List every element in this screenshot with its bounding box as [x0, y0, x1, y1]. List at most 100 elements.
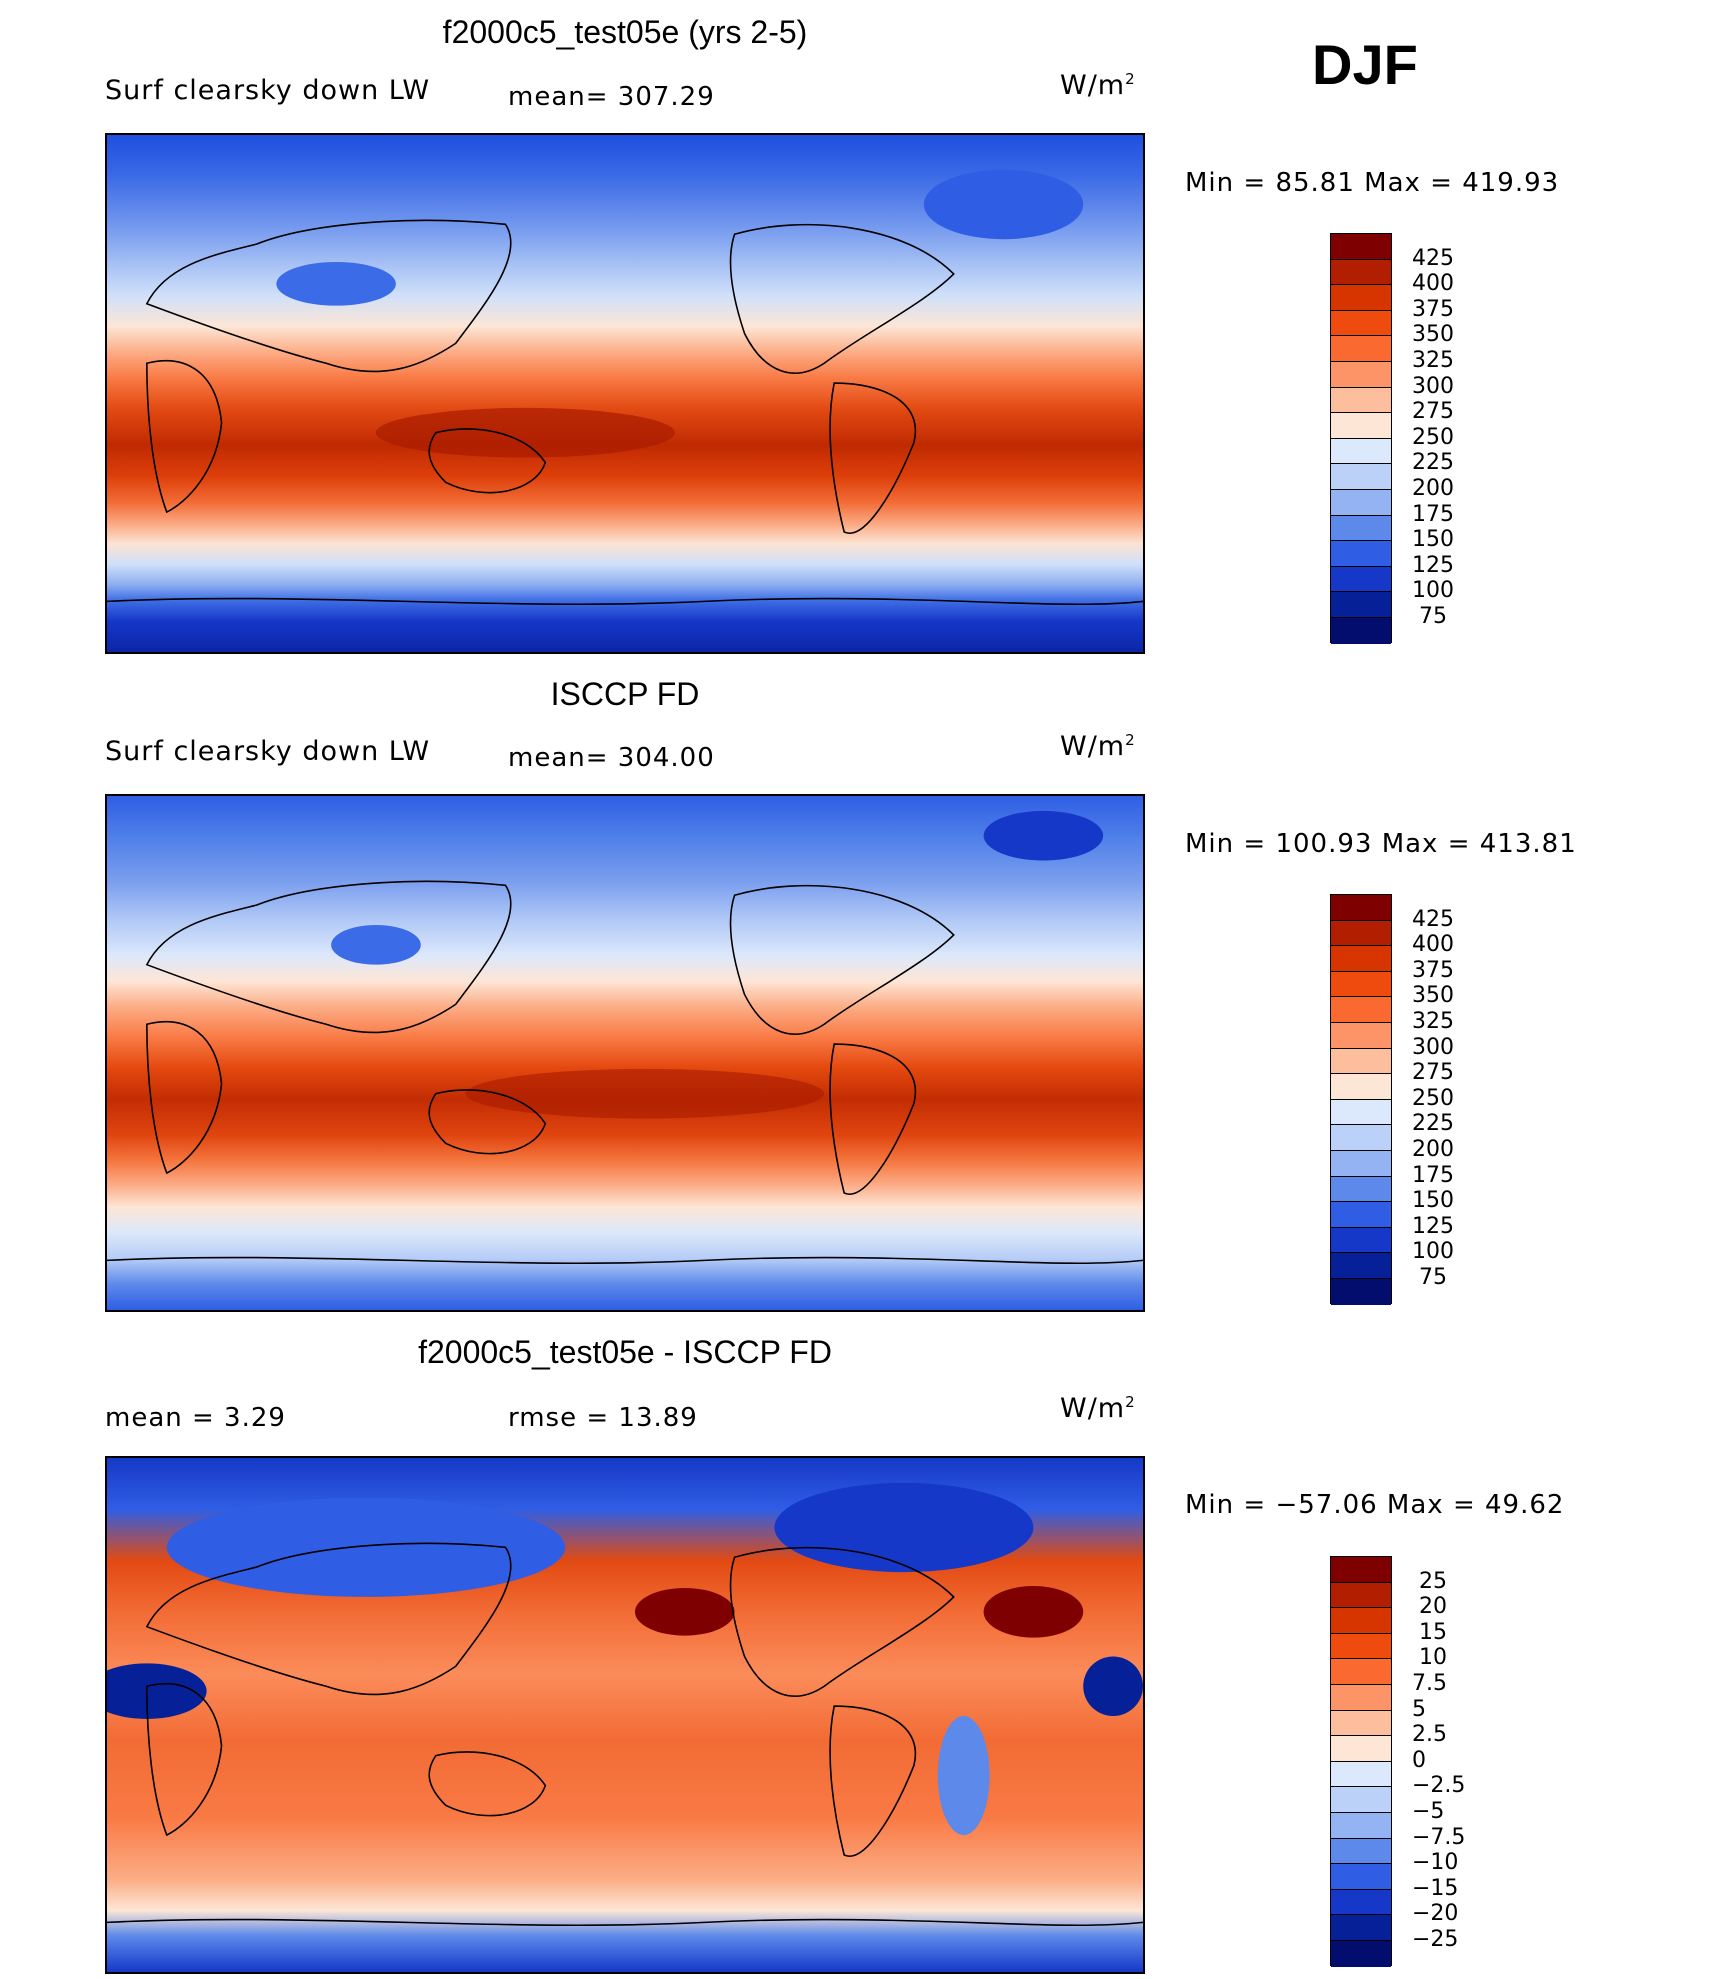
colorbar-swatch [1331, 1099, 1391, 1126]
panel3-atlantic-west-min [1083, 1656, 1143, 1716]
colorbar-tick-label: 425 [1412, 245, 1454, 271]
colorbar-swatch [1331, 387, 1391, 414]
colorbar-tick-label: 275 [1412, 1060, 1454, 1086]
colorbar-swatch [1331, 285, 1391, 311]
colorbar-swatch [1331, 489, 1391, 516]
colorbar-swatch [1331, 413, 1391, 439]
colorbar-tick-label: 5 [1412, 1696, 1426, 1722]
panel3-namerica-cold [774, 1482, 1034, 1573]
colorbar-tick-label: 325 [1412, 348, 1454, 373]
panel2-title: ISCCP FD [550, 676, 700, 712]
colorbar-swatch [1331, 566, 1391, 593]
colorbar-swatch [1331, 1838, 1391, 1865]
colorbar-tick-label: 300 [1412, 373, 1454, 399]
panel2-map-canvas [107, 796, 1143, 1310]
panel1-minmax: Min = 85.81 Max = 419.93 [1185, 168, 1560, 198]
colorbar-swatch [1331, 1608, 1391, 1634]
colorbar-tick-label: 100 [1412, 1239, 1454, 1265]
colorbar-swatch [1331, 1074, 1391, 1100]
colorbar-tick-label: 15 [1419, 1619, 1447, 1645]
colorbar-swatch [1331, 1582, 1391, 1609]
colorbar-swatch [1331, 1227, 1391, 1254]
panel1-greenland-cold [923, 169, 1084, 240]
panel2-map [105, 794, 1145, 1312]
panel3-atlantic-east-min [107, 1663, 207, 1719]
colorbar-swatch [1331, 1202, 1391, 1228]
panel3-rmse: rmse = 13.89 [508, 1403, 698, 1433]
colorbar-swatch [1331, 920, 1391, 947]
colorbar-swatch [1331, 617, 1391, 644]
panel3-map [105, 1456, 1145, 1974]
panel1-map [105, 133, 1145, 654]
panel2-colorbar [1330, 894, 1392, 1305]
colorbar-tick-label: 200 [1412, 1137, 1454, 1162]
colorbar-tick-label: 10 [1419, 1645, 1447, 1671]
colorbar-tick-label: −7.5 [1412, 1824, 1466, 1850]
panel3-map-canvas [107, 1458, 1143, 1972]
panel2-minmax: Min = 100.93 Max = 413.81 [1185, 829, 1577, 859]
panel1-warm-pool [375, 407, 675, 458]
colorbar-tick-label: 125 [1412, 552, 1454, 578]
colorbar-tick-label: 2.5 [1412, 1722, 1447, 1748]
colorbar-tick-label: 300 [1412, 1034, 1454, 1060]
panel2-field [107, 796, 1143, 1310]
colorbar-tick-label: 25 [1419, 1568, 1447, 1594]
colorbar-swatch [1331, 1659, 1391, 1685]
colorbar-swatch [1331, 592, 1391, 618]
colorbar-tick-label: 250 [1412, 424, 1454, 450]
colorbar-swatch [1331, 1684, 1391, 1711]
panel1-colorbar [1330, 233, 1392, 644]
colorbar-tick-label: 325 [1412, 1009, 1454, 1034]
colorbar-tick-label: 375 [1412, 957, 1454, 983]
colorbar-swatch [1331, 997, 1391, 1023]
panel3-mean: mean = 3.29 [105, 1403, 286, 1433]
colorbar-swatch [1331, 1253, 1391, 1279]
colorbar-tick-label: 125 [1412, 1213, 1454, 1239]
colorbar-swatch [1331, 1278, 1391, 1305]
colorbar-swatch [1331, 361, 1391, 388]
season-label: DJF [1312, 33, 1418, 96]
colorbar-swatch [1331, 1761, 1391, 1788]
panel1-asia-cold [276, 262, 396, 306]
colorbar-swatch [1331, 1940, 1391, 1967]
colorbar-tick-label: 75 [1419, 1265, 1447, 1290]
colorbar-tick-label: 200 [1412, 476, 1454, 501]
colorbar-swatch [1331, 259, 1391, 286]
colorbar-swatch [1331, 464, 1391, 490]
colorbar-tick-label: 7.5 [1412, 1671, 1447, 1696]
panel2-warm-pool [465, 1068, 825, 1119]
panel3-colorbar [1330, 1556, 1392, 1967]
panel1-title: f2000c5_test05e (yrs 2-5) [442, 14, 808, 50]
colorbar-tick-label: 225 [1412, 450, 1454, 476]
colorbar-swatch [1331, 895, 1391, 921]
panel3-andes-min [937, 1715, 990, 1836]
panel3-coastlines [107, 1542, 1143, 1927]
panel1-coastlines [107, 219, 1143, 606]
colorbar-tick-label: 150 [1412, 1188, 1454, 1214]
colorbar-swatch [1331, 1176, 1391, 1203]
panel2-mean: mean= 304.00 [508, 743, 715, 773]
colorbar-swatch [1331, 1557, 1391, 1583]
colorbar-swatch [1331, 310, 1391, 337]
panel2-asia-cold [331, 924, 421, 965]
colorbar-tick-label: −10 [1412, 1850, 1459, 1876]
colorbar-swatch [1331, 1864, 1391, 1890]
panel3-natlantic-max [983, 1586, 1084, 1638]
colorbar-swatch [1331, 234, 1391, 260]
colorbar-tick-label: 350 [1412, 983, 1454, 1009]
colorbar-swatch [1331, 1125, 1391, 1151]
panel3-title: f2000c5_test05e - ISCCP FD [418, 1334, 832, 1370]
colorbar-tick-label: −15 [1412, 1875, 1459, 1901]
panel3-units: W/m2 [1060, 1393, 1136, 1424]
colorbar-swatch [1331, 541, 1391, 567]
colorbar-tick-label: 75 [1419, 604, 1447, 629]
colorbar-tick-label: 100 [1412, 578, 1454, 604]
panel2-variable-label: Surf clearsky down LW [105, 736, 431, 767]
panel2-greenland-cold [983, 810, 1104, 861]
colorbar-tick-label: 150 [1412, 527, 1454, 553]
colorbar-tick-label: 400 [1412, 271, 1454, 297]
colorbar-tick-label: −5 [1412, 1799, 1445, 1824]
panel1-map-canvas [107, 135, 1143, 652]
colorbar-swatch [1331, 1812, 1391, 1839]
colorbar-swatch [1331, 515, 1391, 542]
